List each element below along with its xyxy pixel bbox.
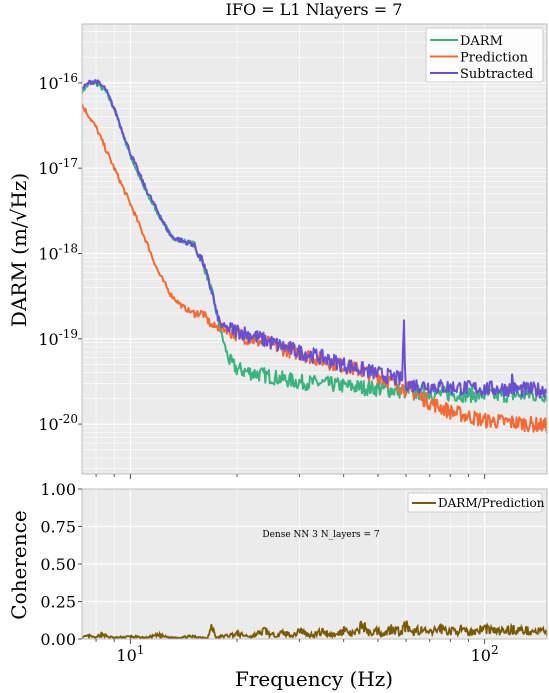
coherence-y-tick-label: 1.00	[40, 480, 76, 499]
series-line-prediction	[82, 103, 547, 434]
darm-y-tick-label-base: 10	[38, 74, 58, 93]
darm-panel-frame	[81, 23, 548, 475]
coherence-x-tick-label-base: 10	[116, 646, 136, 665]
darm-y-tick-label-exponent: -20	[59, 412, 78, 426]
coherence-x-ticks: 101 102	[95, 639, 499, 665]
model-annotation: Dense NN 3 N_layers = 7	[262, 530, 380, 540]
darm-y-tick-label-base: 10	[38, 415, 58, 434]
coherence-y-tick-label: 0.50	[40, 555, 76, 574]
coherence-x-tick-label-exponent: 2	[491, 643, 499, 657]
darm-y-tick-label-base: 10	[38, 244, 58, 263]
darm-y-tick-label: 10-19	[38, 327, 78, 349]
coherence-legend: DARM/Prediction	[407, 492, 545, 513]
darm-panel-background	[82, 24, 547, 474]
darm-y-tick-label-base: 10	[38, 159, 58, 178]
coherence-x-tick-label-base: 10	[471, 646, 491, 665]
darm-y-tick-label: 10-16	[38, 71, 78, 93]
coherence-y-tick-label: 0.75	[40, 518, 76, 537]
darm-y-tick-label-base: 10	[38, 330, 58, 349]
darm-y-axis-label-text: DARM (m/√Hz)	[7, 173, 31, 327]
coherence-x-tick-label: 101	[116, 643, 144, 665]
series-line-subtracted	[82, 79, 547, 399]
coherence-y-axis-label: Coherence	[7, 510, 31, 619]
series-line-darm-prediction	[82, 620, 547, 639]
darm-y-tick-label-exponent: -19	[59, 327, 78, 341]
darm-panel-grid	[82, 24, 547, 474]
darm-y-tick-label-exponent: -18	[59, 241, 78, 255]
legend-label-prediction: Prediction	[460, 51, 529, 66]
coherence-x-tick-label-exponent: 1	[137, 643, 145, 657]
legend-label-darm: DARM	[460, 34, 503, 49]
darm-y-axis-label: DARM (m/√Hz)	[7, 173, 31, 327]
frequency-x-axis-label: Frequency (Hz)	[235, 667, 393, 691]
darm-legend-box	[425, 27, 544, 83]
coherence-x-tick-label: 102	[471, 643, 499, 665]
darm-y-tick-label: 10-20	[38, 412, 78, 434]
darm-y-tick-label: 10-18	[38, 241, 78, 263]
coherence-y-tick-label: 0.25	[40, 593, 76, 612]
darm-panel-series	[82, 79, 547, 434]
coherence-y-ticks: 0.00 0.25 0.50 0.75 1.00	[40, 480, 82, 649]
legend-label-subtracted: Subtracted	[460, 67, 533, 82]
darm-panel-title: IFO = L1 Nlayers = 7	[226, 0, 403, 19]
coherence-panel: 0.000.250.500.751.00 101 102 Coherence Fr…	[7, 480, 548, 691]
coherence-panel-series	[82, 620, 547, 639]
darm-y-tick-label: 10-17	[38, 156, 78, 178]
darm-y-tick-label-exponent: -17	[59, 156, 78, 170]
coherence-y-tick-label: 0.00	[40, 630, 76, 649]
coherence-legend-box	[407, 492, 543, 513]
legend-label-darm-prediction: DARM/Prediction	[438, 496, 545, 510]
darm-y-tick-label-exponent: -16	[59, 71, 78, 85]
